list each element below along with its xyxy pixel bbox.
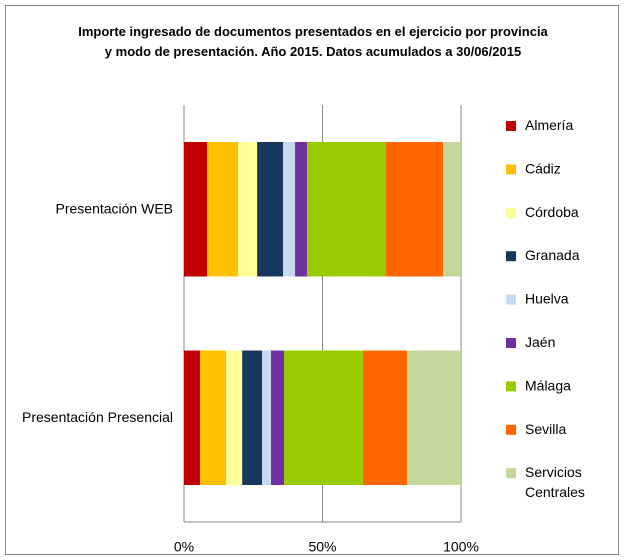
bar-segment — [184, 350, 201, 485]
legend-swatch — [506, 424, 516, 435]
legend-label: Granada — [525, 247, 580, 263]
legend-swatch — [506, 381, 516, 392]
legend-label: Servicios Centrales — [525, 464, 585, 500]
x-tick-label: 50% — [308, 539, 336, 555]
legend-label: Cádiz — [525, 160, 561, 176]
bar-segment — [200, 350, 227, 485]
legend-swatch — [506, 207, 516, 218]
y-tick-label: Presentación Presencial — [22, 408, 173, 424]
bar-segment — [184, 142, 207, 277]
bar-segment — [362, 350, 407, 485]
x-tick-label: 0% — [174, 539, 194, 555]
legend-swatch — [506, 468, 516, 479]
y-tick-label: Presentación WEB — [56, 200, 174, 216]
bar-segment — [295, 142, 307, 277]
bar-segment — [206, 142, 239, 277]
bar-segment — [262, 350, 271, 485]
legend-swatch — [506, 294, 516, 305]
x-tick-label: 100% — [443, 539, 479, 555]
legend-label: Huelva — [525, 290, 569, 306]
bar-segment — [270, 350, 284, 485]
bar-segment — [283, 142, 296, 277]
bar-segment — [385, 142, 443, 277]
legend-swatch — [506, 251, 516, 262]
legend-label: Jaén — [525, 334, 555, 350]
chart-title: Importe ingresado de documentos presenta… — [78, 24, 548, 59]
bar-segment — [306, 142, 386, 277]
bar-segment — [242, 350, 263, 485]
bar-segment — [283, 350, 363, 485]
legend-label: Sevilla — [525, 421, 566, 437]
legend-label: Almería — [525, 117, 573, 133]
legend-label: Córdoba — [525, 204, 579, 220]
legend-swatch — [506, 338, 516, 348]
bar-segment — [442, 142, 461, 277]
legend-label: Málaga — [525, 377, 571, 393]
bar-segment — [257, 142, 284, 277]
bar-segment — [406, 350, 461, 485]
legend-swatch — [506, 121, 516, 131]
bar-segment — [226, 350, 243, 485]
legend-swatch — [506, 164, 516, 175]
bar-segment — [238, 142, 258, 277]
